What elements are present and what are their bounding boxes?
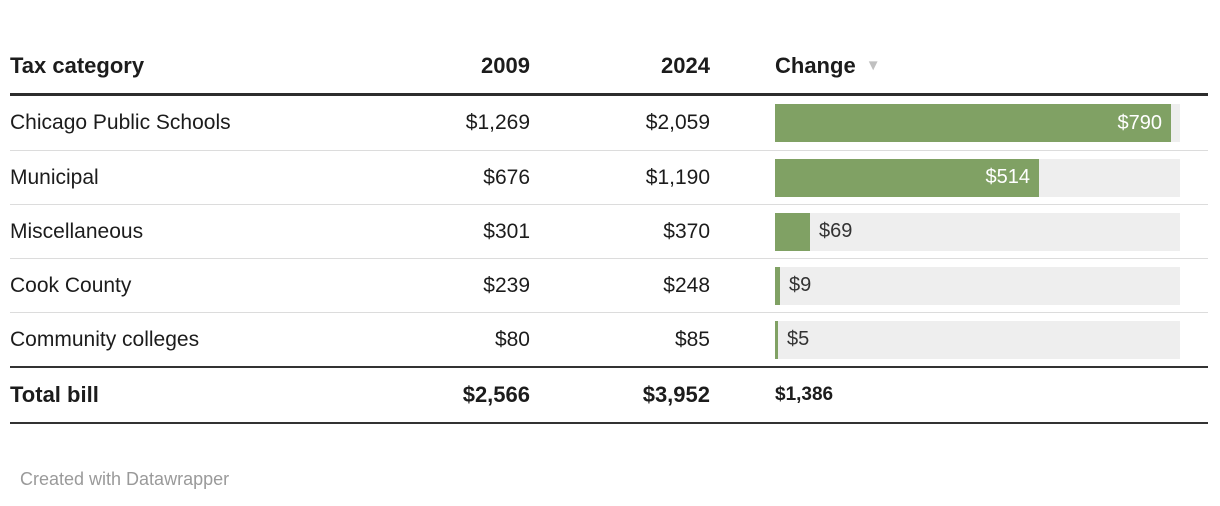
change-bar-track: $69 xyxy=(775,212,1180,251)
cell-category: Chicago Public Schools xyxy=(10,111,231,134)
header-cell-2024[interactable]: 2024 xyxy=(661,52,710,78)
cell-category: Miscellaneous xyxy=(10,219,144,243)
cell-2009: $239 xyxy=(483,273,530,297)
cell-change: $790 xyxy=(710,104,1208,142)
cell-2024: $248 xyxy=(663,273,710,297)
datawrapper-table-chart: Tax category 2009 2024 Change ▼ Chicago … xyxy=(10,38,1208,489)
header-change-label: Change xyxy=(775,52,856,78)
table-row: Cook County $239 $248 $9 xyxy=(10,258,1208,312)
table-row: Chicago Public Schools $1,269 $2,059 $79… xyxy=(10,96,1208,150)
cell-2009: $80 xyxy=(494,327,530,351)
change-bar-fill xyxy=(775,266,780,305)
change-bar-fill: $514 xyxy=(775,158,1039,197)
total-change: $1,386 xyxy=(775,384,834,405)
table-row: Community colleges $80 $85 $5 xyxy=(10,312,1208,366)
footer-credit[interactable]: Created with Datawrapper xyxy=(20,469,230,489)
cell-change: $514 xyxy=(710,158,1208,197)
change-bar-fill xyxy=(775,212,810,251)
table-row: Municipal $676 $1,190 $514 xyxy=(10,150,1208,204)
header-cell-tax-category[interactable]: Tax category xyxy=(10,52,145,78)
change-bar-track: $514 xyxy=(775,158,1180,197)
cell-2024: $85 xyxy=(674,327,710,351)
total-row: Total bill $2,566 $3,952 $1,386 xyxy=(10,366,1208,424)
total-label: Total bill xyxy=(10,382,99,407)
change-bar-label: $514 xyxy=(985,166,1031,188)
cell-2024: $1,190 xyxy=(645,165,710,189)
cell-change: $69 xyxy=(710,212,1208,251)
cell-2009: $301 xyxy=(483,219,530,243)
cell-category: Cook County xyxy=(10,273,132,297)
change-bar-track: $790 xyxy=(775,104,1180,142)
change-bar-track: $9 xyxy=(775,266,1180,305)
table-body: Chicago Public Schools $1,269 $2,059 $79… xyxy=(10,96,1208,366)
table-header: Tax category 2009 2024 Change ▼ xyxy=(10,38,1208,96)
change-bar-fill: $790 xyxy=(775,104,1171,142)
cell-change: $5 xyxy=(710,320,1208,359)
change-bar-fill xyxy=(775,320,778,359)
cell-category: Community colleges xyxy=(10,327,200,351)
header-cell-change[interactable]: Change ▼ xyxy=(710,53,1208,79)
sort-desc-icon[interactable]: ▼ xyxy=(865,57,881,74)
change-bar-track: $5 xyxy=(775,320,1180,359)
cell-2009: $676 xyxy=(483,165,530,189)
cell-2024: $2,059 xyxy=(645,111,710,134)
table-row: Miscellaneous $301 $370 $69 xyxy=(10,204,1208,258)
cell-2024: $370 xyxy=(663,219,710,243)
change-bar-label: $9 xyxy=(789,274,812,296)
change-bar-label: $69 xyxy=(819,220,853,242)
cell-category: Municipal xyxy=(10,165,99,189)
header-cell-2009[interactable]: 2009 xyxy=(481,52,530,78)
cell-change: $9 xyxy=(710,266,1208,305)
change-bar-label: $790 xyxy=(1117,111,1163,134)
total-2009: $2,566 xyxy=(462,382,530,407)
total-2024: $3,952 xyxy=(642,382,710,407)
change-bar-label: $5 xyxy=(787,328,810,350)
cell-2009: $1,269 xyxy=(465,111,530,134)
